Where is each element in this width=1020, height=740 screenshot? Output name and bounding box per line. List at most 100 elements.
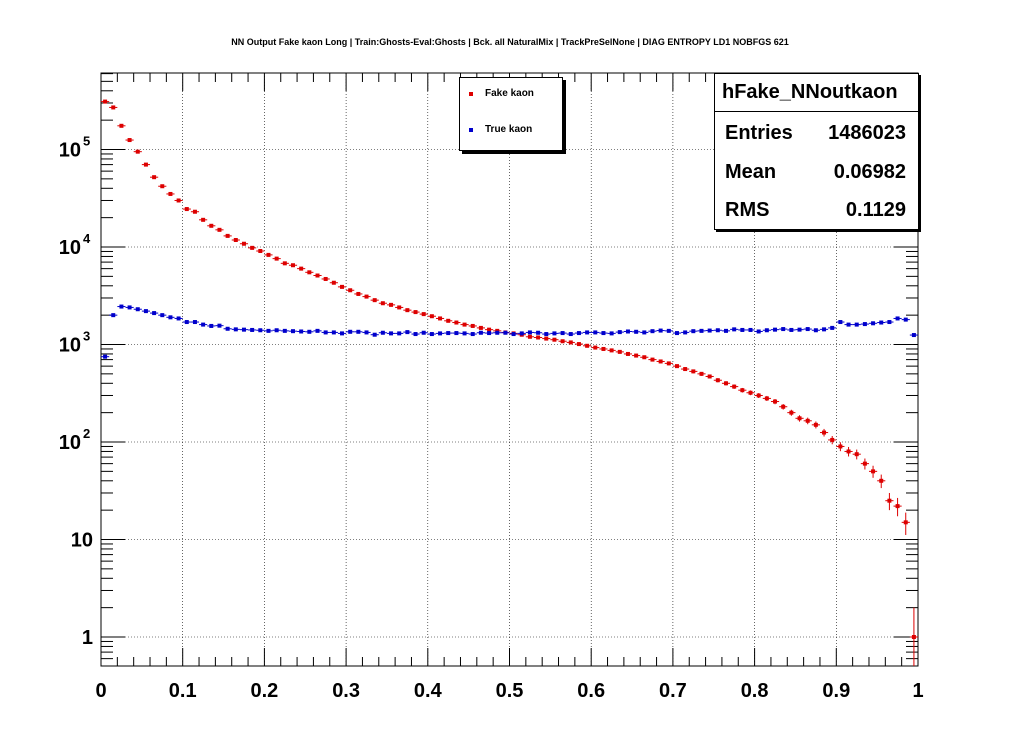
x-tick-label: 0.3	[332, 680, 360, 702]
fake-kaon-point	[764, 396, 769, 401]
fake-kaon-point	[258, 248, 263, 253]
y-tick-exponent: 4	[83, 231, 91, 246]
true-kaon-point	[805, 327, 810, 332]
true-kaon-point	[462, 331, 467, 336]
true-kaon-point	[364, 330, 369, 335]
true-kaon-point	[527, 330, 532, 335]
true-kaon-point	[405, 330, 410, 335]
fake-kaon-point	[290, 263, 295, 268]
fake-kaon-point	[887, 498, 892, 503]
x-tick-label: 0.6	[577, 680, 605, 702]
true-kaon-point	[674, 331, 679, 336]
true-kaon-point	[340, 331, 345, 336]
true-kaon-point	[168, 315, 173, 320]
fake-kaon-point	[282, 261, 287, 266]
true-kaon-point	[389, 331, 394, 336]
y-tick-label: 10	[59, 140, 81, 162]
fake-kaon-point	[691, 369, 696, 374]
fake-kaon-point	[462, 322, 467, 327]
true-kaon-point	[372, 332, 377, 337]
fake-kaon-point	[552, 337, 557, 342]
true-kaon-point	[642, 330, 647, 335]
fake-kaon-point	[470, 323, 475, 328]
true-kaon-point	[879, 320, 884, 325]
fake-kaon-point	[143, 162, 148, 167]
true-kaon-point	[421, 330, 426, 335]
legend-entry-fake-kaon: Fake kaon	[460, 86, 562, 102]
true-kaon-point	[585, 330, 590, 335]
fake-kaon-point	[487, 327, 492, 332]
true-kaon-point	[568, 332, 573, 337]
true-kaon-point	[634, 329, 639, 334]
fake-kaon-point	[593, 345, 598, 350]
true-kaon-point	[135, 307, 140, 312]
fake-kaon-point	[152, 175, 157, 180]
fake-kaon-point	[879, 478, 884, 483]
fake-kaon-point	[364, 294, 369, 299]
fake-kaon-point	[822, 430, 827, 435]
true-kaon-point	[258, 328, 263, 333]
fake-kaon-point	[348, 288, 353, 293]
true-kaon-point	[487, 331, 492, 336]
stats-histogram-name: hFake_NNoutkaon	[715, 74, 918, 112]
fake-kaon-point	[184, 207, 189, 212]
y-tick-label: 10	[59, 237, 81, 259]
fake-kaon-point	[544, 336, 549, 341]
y-tick-exponent: 2	[83, 426, 90, 441]
fake-kaon-point	[135, 149, 140, 154]
fake-kaon-point	[429, 314, 434, 319]
fake-kaon-point	[617, 349, 622, 354]
fake-kaon-point	[666, 361, 671, 366]
true-kaon-point	[429, 332, 434, 337]
series-layer	[101, 99, 918, 666]
stats-value: 0.1129	[845, 199, 906, 221]
fake-kaon-point	[192, 209, 197, 214]
fake-kaon-point	[862, 461, 867, 466]
true-kaon-point	[111, 313, 116, 318]
true-kaon-point	[454, 331, 459, 336]
true-kaon-point	[241, 327, 246, 332]
x-tick-label: 1	[912, 680, 923, 702]
fake-kaon-point	[732, 384, 737, 389]
true-kaon-point	[838, 320, 843, 325]
x-tick-label: 0.9	[822, 680, 850, 702]
true-kaon-point	[650, 329, 655, 334]
true-kaon-point	[446, 331, 451, 336]
fake-kaon-point	[176, 198, 181, 203]
x-tick-label: 0	[95, 680, 106, 702]
true-kaon-point	[233, 327, 238, 332]
fake-kaon-point	[576, 342, 581, 347]
fake-kaon-point	[217, 227, 222, 232]
true-kaon-point	[560, 331, 565, 336]
fake-kaon-point	[813, 422, 818, 427]
fake-kaon-point	[650, 357, 655, 362]
fake-kaon-point	[405, 308, 410, 313]
fake-kaon-point	[389, 302, 394, 307]
true-kaon-point	[192, 320, 197, 325]
stats-row-rms: RMS 0.1129	[725, 195, 906, 225]
true-kaon-point	[217, 323, 222, 328]
fake-kaon-point	[209, 223, 214, 228]
true-kaon-point	[397, 331, 402, 336]
stats-value: 1486023	[828, 122, 906, 144]
true-kaon-point	[576, 331, 581, 336]
true-kaon-point	[380, 330, 385, 335]
fake-kaon-point	[781, 404, 786, 409]
true-kaon-point	[511, 332, 516, 337]
true-kaon-point	[911, 333, 916, 338]
true-kaon-point	[830, 325, 835, 330]
y-tick-exponent: 3	[83, 329, 90, 344]
true-kaon-point	[184, 320, 189, 325]
stats-box: hFake_NNoutkaon Entries 1486023 Mean 0.0…	[714, 73, 919, 230]
fake-kaon-point	[323, 276, 328, 281]
fake-kaon-point	[560, 339, 565, 344]
fake-kaon-point	[805, 418, 810, 423]
fake-kaon-point	[225, 233, 230, 238]
fake-kaon-point	[903, 520, 908, 525]
x-tick-label: 0.5	[496, 680, 524, 702]
fake-kaon-point	[478, 325, 483, 330]
stats-row-entries: Entries 1486023	[725, 118, 906, 148]
fake-kaon-point	[299, 266, 304, 271]
stats-label: Mean	[725, 161, 777, 183]
